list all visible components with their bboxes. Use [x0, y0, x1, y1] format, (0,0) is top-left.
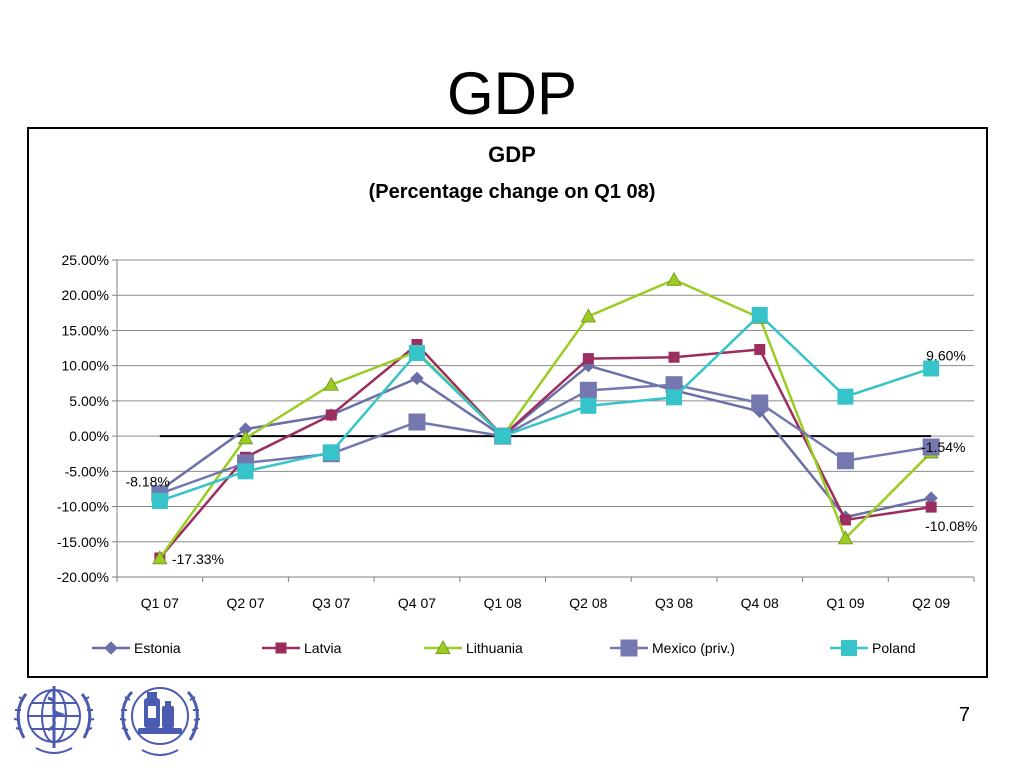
data-point	[668, 351, 680, 363]
y-tick-label: 15.00%	[62, 322, 109, 338]
data-point	[836, 452, 854, 470]
data-point	[839, 514, 851, 526]
legend-marker	[275, 642, 287, 654]
data-point	[922, 438, 940, 456]
data-point	[579, 381, 597, 399]
slide-number: 7	[958, 704, 970, 726]
legend-label: Mexico (priv.)	[652, 640, 735, 656]
gridlines	[117, 259, 974, 578]
series-line	[159, 383, 932, 495]
data-point	[837, 530, 854, 545]
series-estonia	[153, 358, 938, 524]
x-tick-label: Q3 08	[655, 595, 693, 611]
chart-frame	[27, 127, 988, 678]
data-label: -8.18%	[125, 474, 169, 490]
data-point	[494, 428, 511, 445]
data-point	[152, 550, 168, 565]
series-lines	[151, 271, 940, 565]
data-point	[325, 409, 337, 421]
data-label: -10.08%	[925, 518, 977, 534]
legend-item: Estonia	[92, 640, 181, 656]
x-tick-label: Q2 07	[226, 595, 264, 611]
data-point	[580, 308, 597, 323]
data-point	[237, 430, 254, 445]
chart-subtitle: (Percentage change on Q1 08)	[368, 181, 656, 203]
who-emblem-logo	[13, 686, 95, 754]
y-tick-label: -10.00%	[57, 499, 109, 515]
data-label: -17.33%	[172, 551, 224, 567]
legend-label: Estonia	[134, 640, 181, 656]
legend-label: Lithuania	[466, 640, 523, 656]
data-point	[580, 397, 597, 414]
data-point	[408, 344, 425, 361]
series-lithuania	[152, 271, 939, 565]
y-tick-label: -5.00%	[65, 463, 109, 479]
chart-title: GDP	[488, 142, 536, 167]
legend: Estonia Latvia Lithuania Mexico (priv.) Pola…	[92, 639, 916, 657]
data-point	[323, 444, 340, 461]
x-tick-label: Q1 09	[826, 595, 864, 611]
data-labels: -8.18% -17.33% 9.60% -1.54% -10.08%	[125, 347, 977, 567]
series-mexico-priv	[151, 376, 940, 503]
y-tick-label: 10.00%	[62, 358, 109, 374]
y-tick-label: 5.00%	[69, 393, 109, 409]
data-point	[408, 413, 426, 431]
data-point	[751, 306, 768, 323]
data-point	[237, 463, 254, 480]
axes: -20.00% -15.00% -10.00% -5.00% 0.00% 5.00% 10.…	[57, 252, 975, 611]
pharma-emblem-logo	[119, 687, 201, 756]
data-point	[666, 271, 682, 286]
y-tick-label: 0.00%	[69, 428, 109, 444]
y-tick-label: -15.00%	[57, 534, 109, 550]
data-point	[925, 501, 937, 513]
legend-marker	[620, 639, 638, 657]
legend-label: Poland	[872, 640, 916, 656]
y-tick-label: 25.00%	[62, 252, 109, 268]
legend-item: Mexico (priv.)	[610, 639, 735, 657]
legend-item: Poland	[830, 640, 916, 656]
data-point	[754, 343, 766, 355]
x-tick-label: Q1 08	[484, 595, 522, 611]
x-tick-label: Q1 07	[141, 595, 179, 611]
x-tick-label: Q4 08	[741, 595, 779, 611]
series-line	[158, 343, 932, 559]
x-tick-label: Q2 09	[912, 595, 950, 611]
data-label: 9.60%	[926, 347, 966, 363]
slide-title: GDP	[446, 60, 578, 127]
x-tick-label: Q2 08	[569, 595, 607, 611]
series-poland	[151, 306, 940, 509]
data-point	[323, 376, 339, 391]
x-tick-label: Q3 07	[312, 595, 350, 611]
legend-marker	[104, 641, 118, 655]
data-point	[666, 389, 683, 406]
series-line	[158, 278, 933, 559]
legend-item: Latvia	[262, 640, 342, 656]
data-point	[837, 388, 854, 405]
data-point	[582, 353, 594, 365]
legend-marker	[435, 640, 451, 654]
series-line	[159, 364, 932, 519]
legend-label: Latvia	[304, 640, 342, 656]
data-point	[923, 360, 940, 377]
data-point	[410, 371, 424, 386]
y-tick-label: -20.00%	[57, 569, 109, 585]
x-tick-label: Q4 07	[398, 595, 436, 611]
series-line	[159, 313, 932, 503]
y-tick-label: 20.00%	[62, 287, 109, 303]
data-point	[151, 492, 168, 509]
data-point	[751, 394, 769, 412]
data-label: -1.54%	[921, 439, 965, 455]
legend-item: Lithuania	[424, 640, 523, 656]
legend-marker	[841, 640, 857, 656]
